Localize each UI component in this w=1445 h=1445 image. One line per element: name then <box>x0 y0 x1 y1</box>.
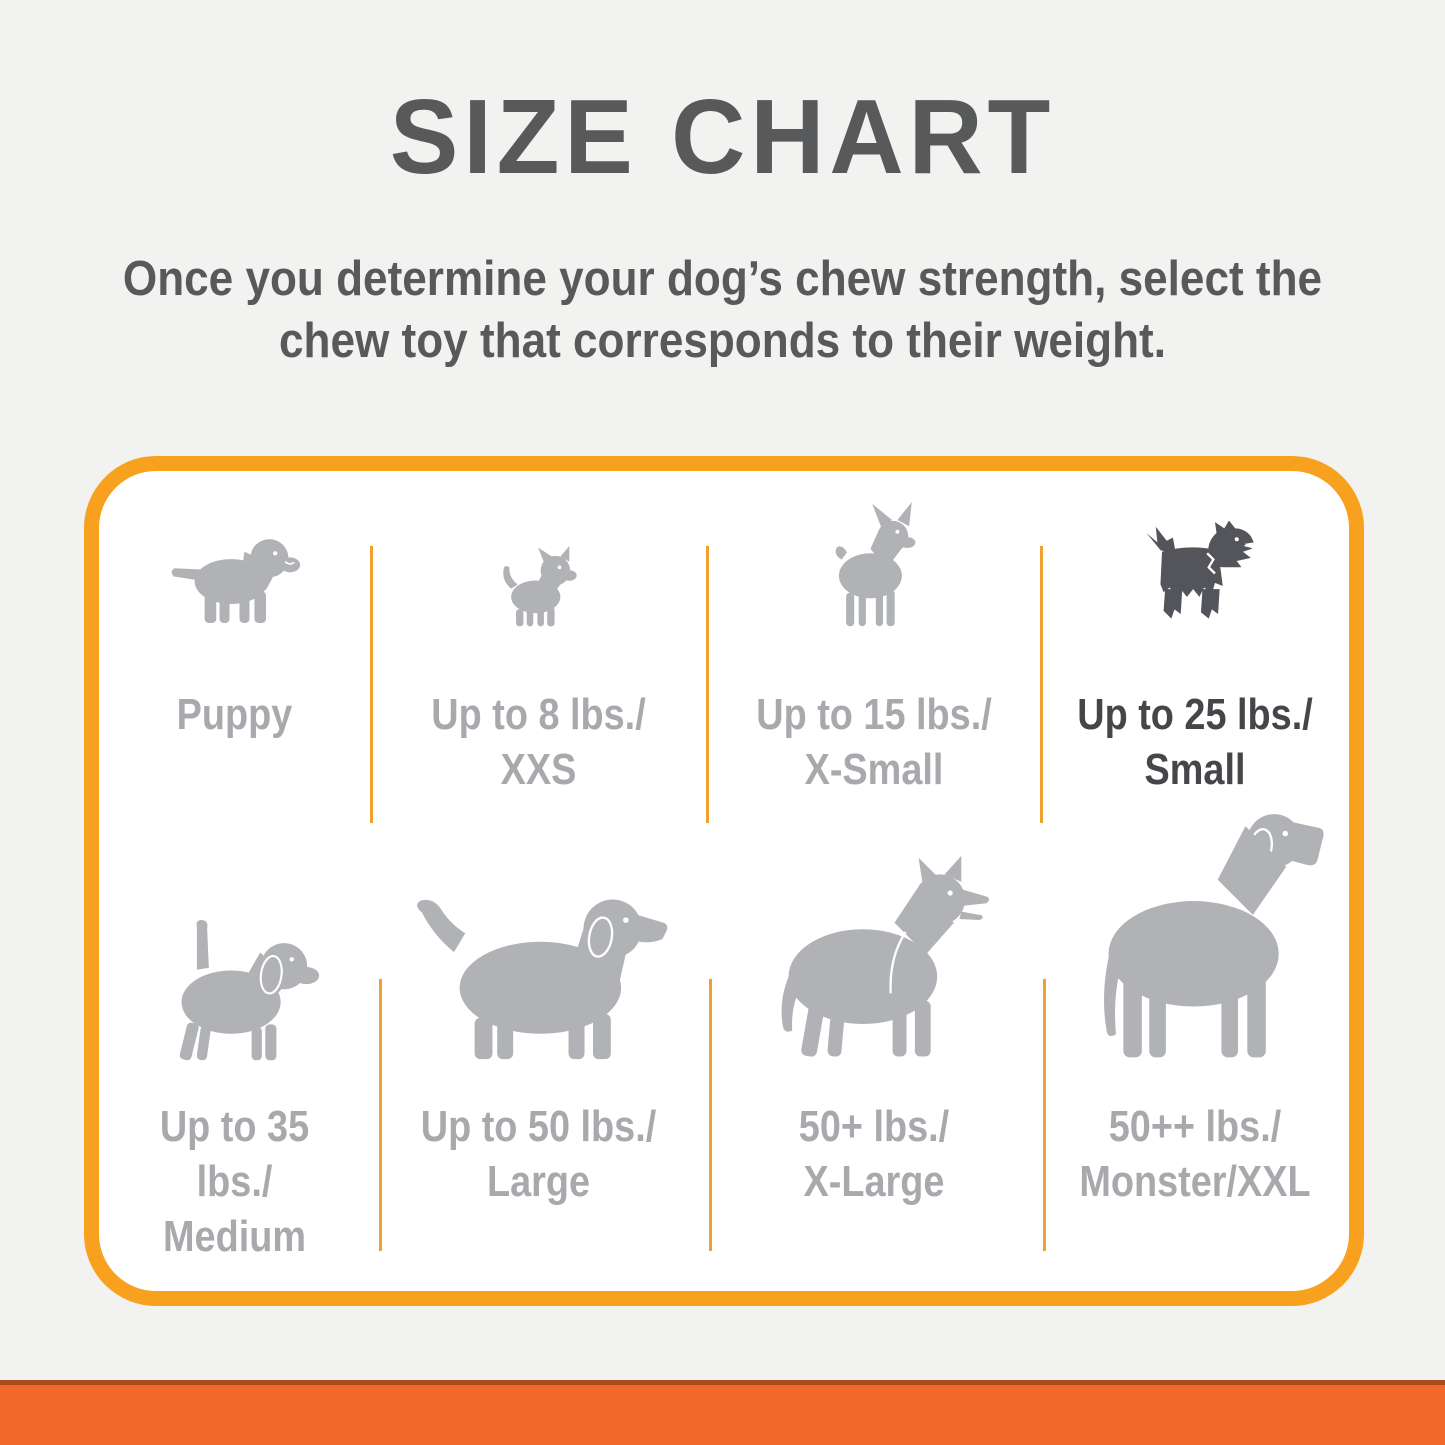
page-subtitle: Once you determine your dog’s chew stren… <box>72 248 1373 372</box>
size-label-line2: Small <box>1144 745 1246 794</box>
size-label: Up to 8 lbs./ XXS <box>394 687 684 797</box>
dog-illustration-slot <box>149 800 320 1063</box>
size-label: Up to 35 lbs./ Medium <box>118 1099 351 1264</box>
size-chart-panel <box>84 456 1364 1306</box>
size-cell-xlarge: 50+ lbs./ X-Large <box>707 800 1041 1270</box>
size-cell-monster-xxl: 50++ lbs./ Monster/XXL <box>1041 800 1349 1270</box>
dog-illustration-slot <box>168 470 301 628</box>
size-label: Puppy <box>118 687 351 742</box>
size-cell-medium: Up to 35 lbs./ Medium <box>99 800 370 1270</box>
beagle-dog-icon <box>179 920 320 1061</box>
size-label-line2: X-Large <box>803 1157 945 1206</box>
labrador-dog-icon <box>417 899 668 1060</box>
chihuahua-dog-icon <box>502 546 577 627</box>
column-divider <box>1040 546 1043 823</box>
size-label-line1: Up to 25 lbs./ <box>1077 690 1313 739</box>
great-dane-dog-icon <box>1103 814 1324 1058</box>
size-cell-small-selected: Up to 25 lbs./ Small <box>1041 470 1349 820</box>
size-label: 50+ lbs./ X-Large <box>730 1099 1017 1209</box>
size-label-line1: Up to 8 lbs./ <box>431 690 646 739</box>
dog-illustration-slot <box>820 470 928 628</box>
page-title: SIZE CHART <box>389 78 1056 196</box>
subtitle-line-2: chew toy that corresponds to their weigh… <box>278 314 1167 368</box>
size-label-line1: Up to 50 lbs./ <box>420 1102 657 1151</box>
column-divider <box>370 546 373 823</box>
size-label-line2: XXS <box>500 745 577 794</box>
size-label: Up to 25 lbs./ Small <box>1063 687 1328 797</box>
size-label: Up to 50 lbs./ Large <box>394 1099 684 1209</box>
column-divider <box>709 979 712 1251</box>
dog-illustration-slot <box>1066 800 1325 1063</box>
bottom-accent-bar <box>0 1380 1445 1445</box>
column-divider <box>1043 979 1046 1251</box>
dog-illustration-slot <box>753 800 995 1063</box>
column-divider <box>379 979 382 1251</box>
subtitle-line-1: Once you determine your dog’s chew stren… <box>122 252 1323 306</box>
size-label-line2: Large <box>486 1157 591 1206</box>
size-label-line2: Monster/XXL <box>1079 1157 1311 1206</box>
size-label-line2: Medium <box>163 1212 306 1261</box>
size-label-line2: X-Small <box>804 745 944 794</box>
size-cell-xxs: Up to 8 lbs./ XXS <box>370 470 707 820</box>
xsmall-dog-icon <box>835 502 916 627</box>
dog-illustration-slot <box>407 800 670 1063</box>
size-label-line1: Up to 15 lbs./ <box>756 690 992 739</box>
size-cell-puppy: Puppy <box>99 470 370 820</box>
column-divider <box>706 546 709 823</box>
size-label-line1: 50++ lbs./ <box>1108 1102 1282 1151</box>
size-label: Up to 15 lbs./ X-Small <box>730 687 1017 797</box>
terrier-dog-icon <box>1145 520 1254 619</box>
cattle-dog-icon <box>781 855 989 1057</box>
size-cell-xsmall: Up to 15 lbs./ X-Small <box>707 470 1041 820</box>
size-label-line1: Puppy <box>176 690 293 739</box>
dog-illustration-slot <box>493 470 585 628</box>
size-label-line1: 50+ lbs./ <box>798 1102 950 1151</box>
size-label: 50++ lbs./ Monster/XXL <box>1063 1099 1328 1209</box>
size-label-line1: Up to 35 lbs./ <box>159 1102 310 1206</box>
puppy-dog-icon <box>171 539 301 624</box>
dog-illustration-slot <box>1137 470 1254 628</box>
size-cell-large: Up to 50 lbs./ Large <box>370 800 707 1270</box>
